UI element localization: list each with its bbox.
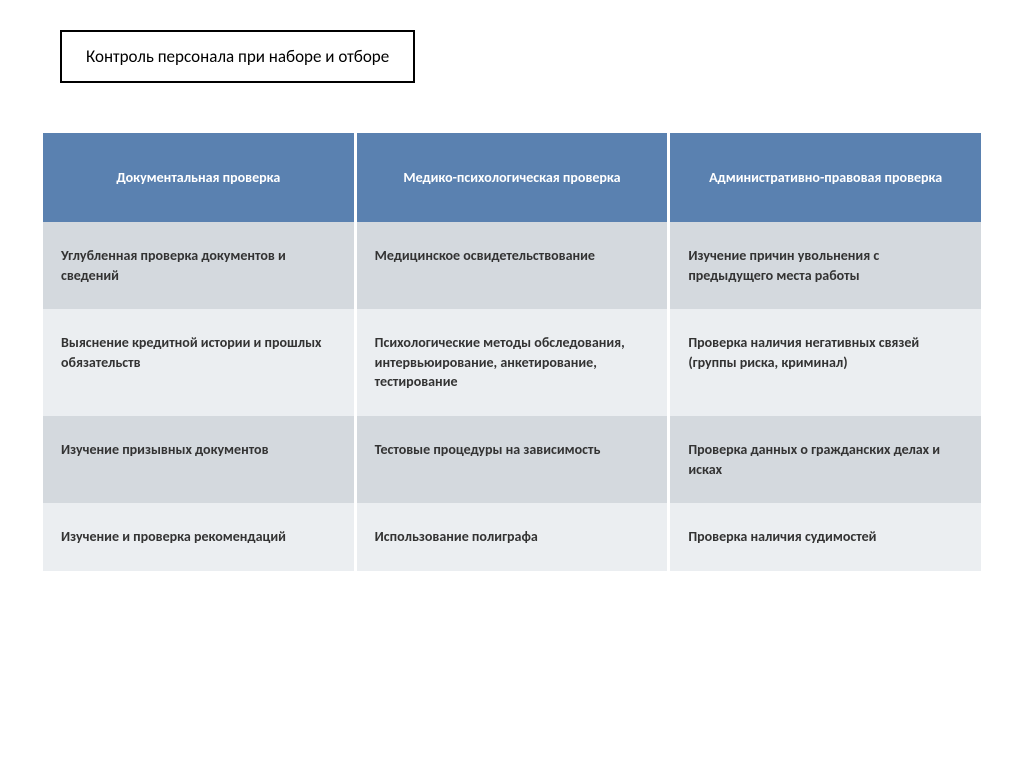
cell: Тестовые процедуры на зависимость [357,416,668,503]
cell: Проверка наличия негативных связей (груп… [670,309,981,416]
cell: Проверка данных о гражданских делах и ис… [670,416,981,503]
cell: Использование полиграфа [357,503,668,571]
cell: Углубленная проверка документов и сведен… [43,222,354,309]
title-box: Контроль персонала при наборе и отборе [60,30,415,83]
table-row: Выяснение кредитной истории и прошлых об… [43,309,981,416]
header-col-1: Документальная проверка [43,133,354,222]
table-container: Документальная проверка Медико-психологи… [40,133,984,571]
cell: Изучение причин увольнения с предыдущего… [670,222,981,309]
cell: Проверка наличия судимостей [670,503,981,571]
page-title: Контроль персонала при наборе и отборе [86,46,389,67]
header-col-3: Административно-правовая проверка [670,133,981,222]
cell: Изучение и проверка рекомендаций [43,503,354,571]
cell: Изучение призывных документов [43,416,354,503]
table-row: Изучение призывных документов Тестовые п… [43,416,981,503]
cell: Медицинское освидетельствование [357,222,668,309]
header-col-2: Медико-психологическая проверка [357,133,668,222]
cell: Выяснение кредитной истории и прошлых об… [43,309,354,416]
table-row: Изучение и проверка рекомендаций Использ… [43,503,981,571]
table-row: Углубленная проверка документов и сведен… [43,222,981,309]
table-header-row: Документальная проверка Медико-психологи… [43,133,981,222]
cell: Психологические методы обследования, инт… [357,309,668,416]
checks-table: Документальная проверка Медико-психологи… [40,133,984,571]
